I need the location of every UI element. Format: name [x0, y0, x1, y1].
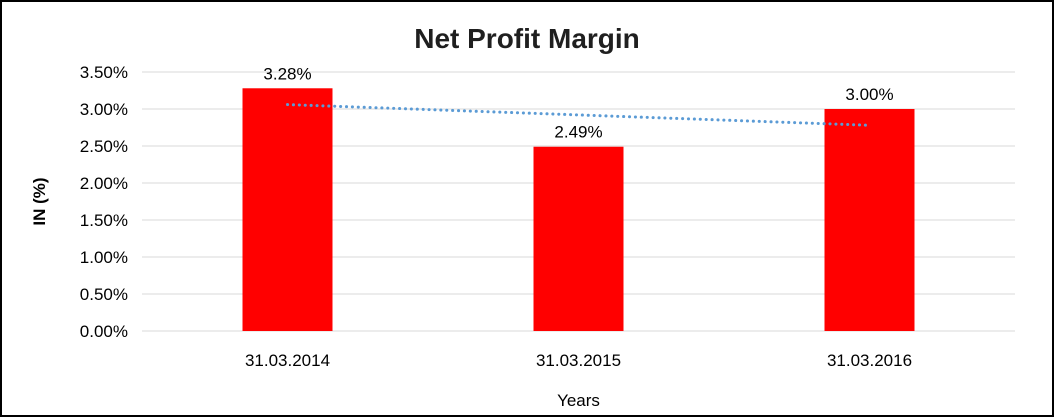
- x-tick-label: 31.03.2015: [536, 351, 621, 370]
- bar: [533, 146, 624, 331]
- trendline: [286, 103, 871, 127]
- y-tick-label: 1.00%: [80, 248, 128, 267]
- bar-value-label: 2.49%: [554, 123, 602, 142]
- y-tick-label: 3.00%: [80, 100, 128, 119]
- x-tick-label: 31.03.2014: [245, 351, 330, 370]
- y-tick-label: 3.50%: [80, 63, 128, 82]
- y-tick-label: 1.50%: [80, 211, 128, 230]
- y-tick-label: 0.50%: [80, 285, 128, 304]
- y-tick-label: 2.50%: [80, 137, 128, 156]
- y-tick-label: 2.00%: [80, 174, 128, 193]
- bar: [824, 109, 915, 331]
- x-tick-label: 31.03.2016: [827, 351, 912, 370]
- bar-value-label: 3.00%: [845, 85, 893, 104]
- y-axis-title: IN (%): [30, 177, 49, 225]
- bar-value-label: 3.28%: [263, 64, 311, 83]
- x-axis-title: Years: [557, 391, 600, 410]
- chart-title: Net Profit Margin: [414, 23, 640, 54]
- y-tick-label: 0.00%: [80, 322, 128, 341]
- bar: [242, 88, 333, 331]
